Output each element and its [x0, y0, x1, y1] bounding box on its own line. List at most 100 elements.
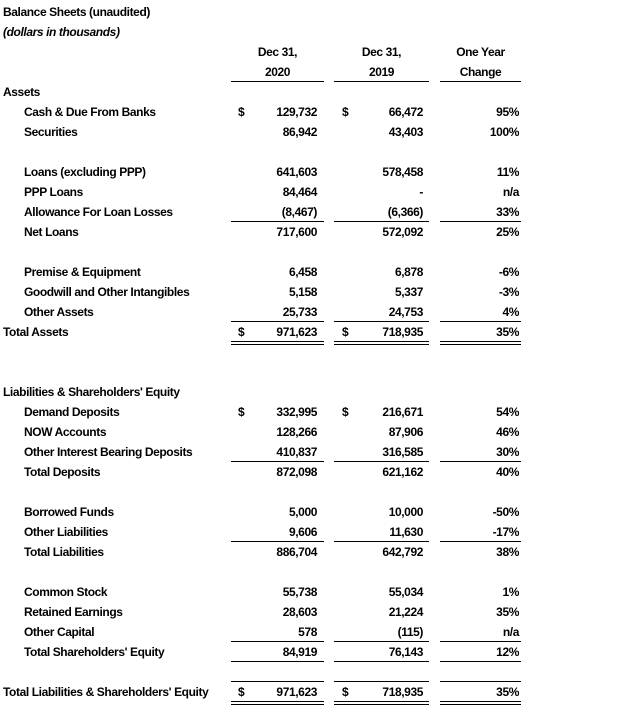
row-label: Premise & Equipment [24, 265, 141, 279]
currency-symbol: $ [342, 105, 349, 119]
value-change: 35% [496, 325, 519, 339]
value-2019: 621,162 [382, 465, 423, 479]
table-row: Securities 86,942 43,403 100% [0, 122, 623, 142]
value-2020: 128,266 [276, 425, 317, 439]
sheet-title: Balance Sheets (unaudited) [3, 5, 150, 19]
col-2019-header-line2: 2019 [368, 65, 395, 79]
single-underline [231, 661, 324, 662]
value-2020: 872,098 [276, 465, 317, 479]
value-2020: 84,464 [282, 185, 318, 199]
table-row: Common Stock 55,738 55,034 1% [0, 582, 623, 602]
value-2019: 642,792 [382, 545, 423, 559]
double-underline [440, 701, 521, 705]
value-2020: 886,704 [276, 545, 317, 559]
section-row: Assets [0, 82, 623, 102]
value-2019: 6,878 [394, 265, 423, 279]
table-row: Borrowed Funds 5,000 10,000 -50% [0, 502, 623, 522]
single-underline [440, 321, 521, 322]
value-2020: 55,738 [282, 585, 318, 599]
value-2020: 5,000 [288, 505, 317, 519]
single-underline [440, 221, 521, 222]
value-2020: 28,603 [282, 605, 318, 619]
row-label: Securities [24, 125, 78, 139]
spacer-row [0, 362, 623, 382]
table-row: Goodwill and Other Intangibles 5,158 5,337… [0, 282, 623, 302]
single-underline [334, 221, 429, 222]
value-2019: 24,753 [388, 305, 424, 319]
single-underline [231, 221, 324, 222]
table-row: Other Interest Bearing Deposits 410,837 31… [0, 442, 623, 462]
row-label: Net Loans [24, 225, 79, 239]
row-label: Other Assets [24, 305, 94, 319]
value-2019: (6,366) [387, 205, 424, 219]
value-2020: 971,623 [276, 325, 317, 339]
value-2020: 578 [298, 625, 317, 639]
row-label: Other Interest Bearing Deposits [24, 445, 193, 459]
value-2019: 11,630 [389, 525, 423, 539]
value-change: 35% [496, 685, 519, 699]
value-2019: (115) [397, 625, 424, 639]
value-2020: 410,837 [276, 445, 317, 459]
value-change: 4% [502, 305, 519, 319]
table-row: Total Liabilities 886,704 642,792 38% [0, 542, 623, 562]
col-change-header-line1: One Year [456, 45, 505, 59]
value-2019: 10,000 [388, 505, 424, 519]
value-change: -17% [492, 525, 520, 539]
value-change: -6% [498, 265, 520, 279]
col-2019-header-line1: Dec 31, [361, 45, 402, 59]
section-row: Total Liabilities & Shareholders' Equity… [0, 682, 623, 705]
value-2020: 5,158 [288, 285, 317, 299]
currency-symbol: $ [342, 405, 349, 419]
single-underline [231, 681, 324, 682]
table-row: Premise & Equipment 6,458 6,878 -6% [0, 262, 623, 282]
table-row: Allowance For Loan Losses (8,467) (6,366) 3… [0, 202, 623, 222]
single-underline [440, 661, 521, 662]
single-underline [334, 681, 429, 682]
spacer-row [0, 342, 623, 362]
spacer-row [0, 482, 623, 502]
column-header-row-2: 2020 2019 Change [0, 62, 623, 82]
column-header-row-1: Dec 31, Dec 31, One Year [0, 42, 623, 62]
row-label: Total Liabilities & Shareholders' Equity [3, 685, 209, 699]
value-2019: 66,472 [388, 105, 424, 119]
value-change: 46% [496, 425, 519, 439]
value-change: 40% [496, 465, 519, 479]
single-underline [231, 541, 324, 542]
value-2019: 718,935 [382, 685, 423, 699]
row-label: Cash & Due From Banks [24, 105, 156, 119]
value-change: -50% [492, 505, 520, 519]
spacer-row [0, 662, 623, 682]
double-underline [231, 701, 324, 705]
value-2019: 21,224 [388, 605, 424, 619]
section-row: Liabilities & Shareholders' Equity [0, 382, 623, 402]
sheet-subtitle: (dollars in thousands) [3, 25, 120, 39]
table-row: Other Assets 25,733 24,753 4% [0, 302, 623, 322]
currency-symbol: $ [342, 325, 349, 339]
row-label: Borrowed Funds [24, 505, 114, 519]
single-underline [334, 321, 429, 322]
value-2020: 25,733 [282, 305, 318, 319]
spacer-row [0, 562, 623, 582]
value-change: 35% [496, 605, 519, 619]
value-change: 33% [496, 205, 519, 219]
value-2020: 6,458 [288, 265, 317, 279]
value-2019: 316,585 [382, 445, 423, 459]
single-underline [231, 461, 324, 462]
single-underline [440, 641, 521, 642]
section-row: Total Assets $ $971,623 718,935 35% [0, 322, 623, 345]
value-change: 30% [496, 445, 519, 459]
value-change: n/a [502, 185, 520, 199]
value-2020: 332,995 [276, 405, 317, 419]
currency-symbol: $ [238, 105, 245, 119]
single-underline [334, 661, 429, 662]
row-label: Goodwill and Other Intangibles [24, 285, 190, 299]
value-2019: - [419, 185, 423, 199]
value-change: 12% [496, 645, 519, 659]
subtitle-row: (dollars in thousands) [0, 22, 623, 42]
value-change: 11% [496, 165, 520, 179]
row-label: Demand Deposits [24, 405, 120, 419]
value-2020: 84,919 [282, 645, 318, 659]
value-2020: 641,603 [276, 165, 317, 179]
value-2020: 129,732 [276, 105, 317, 119]
